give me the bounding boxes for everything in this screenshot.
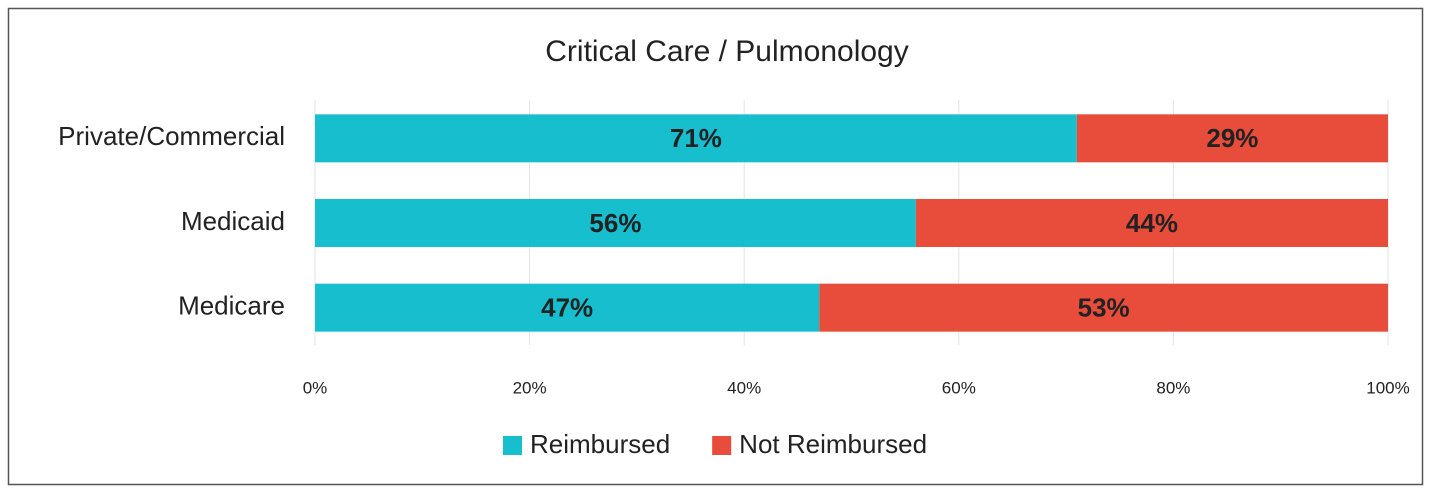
legend-swatch — [503, 436, 522, 455]
legend-label: Not Reimbursed — [739, 429, 927, 459]
bar-segment — [315, 283, 820, 332]
x-tick-label: 60% — [942, 378, 976, 397]
data-label: 53% — [1078, 293, 1130, 323]
legend-swatch — [712, 436, 732, 455]
x-tick-label: 40% — [727, 378, 761, 397]
x-tick-label: 80% — [1156, 378, 1190, 397]
data-label: 29% — [1206, 123, 1258, 153]
y-tick-label: Medicaid — [181, 206, 285, 236]
data-label: 47% — [541, 293, 593, 323]
bar-segment — [315, 114, 1077, 163]
chart-title: Critical Care / Pulmonology — [545, 35, 908, 68]
bar-segment — [315, 199, 916, 247]
x-tick-label: 100% — [1366, 378, 1409, 397]
data-label: 44% — [1126, 208, 1178, 238]
x-tick-label: 0% — [303, 378, 328, 397]
x-tick-label: 20% — [513, 378, 547, 397]
data-label: 71% — [670, 123, 722, 153]
bar-segment — [1076, 114, 1388, 163]
bar-segment — [819, 283, 1388, 332]
y-tick-label: Private/Commercial — [58, 121, 285, 151]
bar-segment — [915, 199, 1388, 247]
y-tick-label: Medicare — [178, 291, 285, 321]
legend-label: Reimbursed — [530, 429, 670, 459]
data-label: 56% — [589, 208, 641, 238]
